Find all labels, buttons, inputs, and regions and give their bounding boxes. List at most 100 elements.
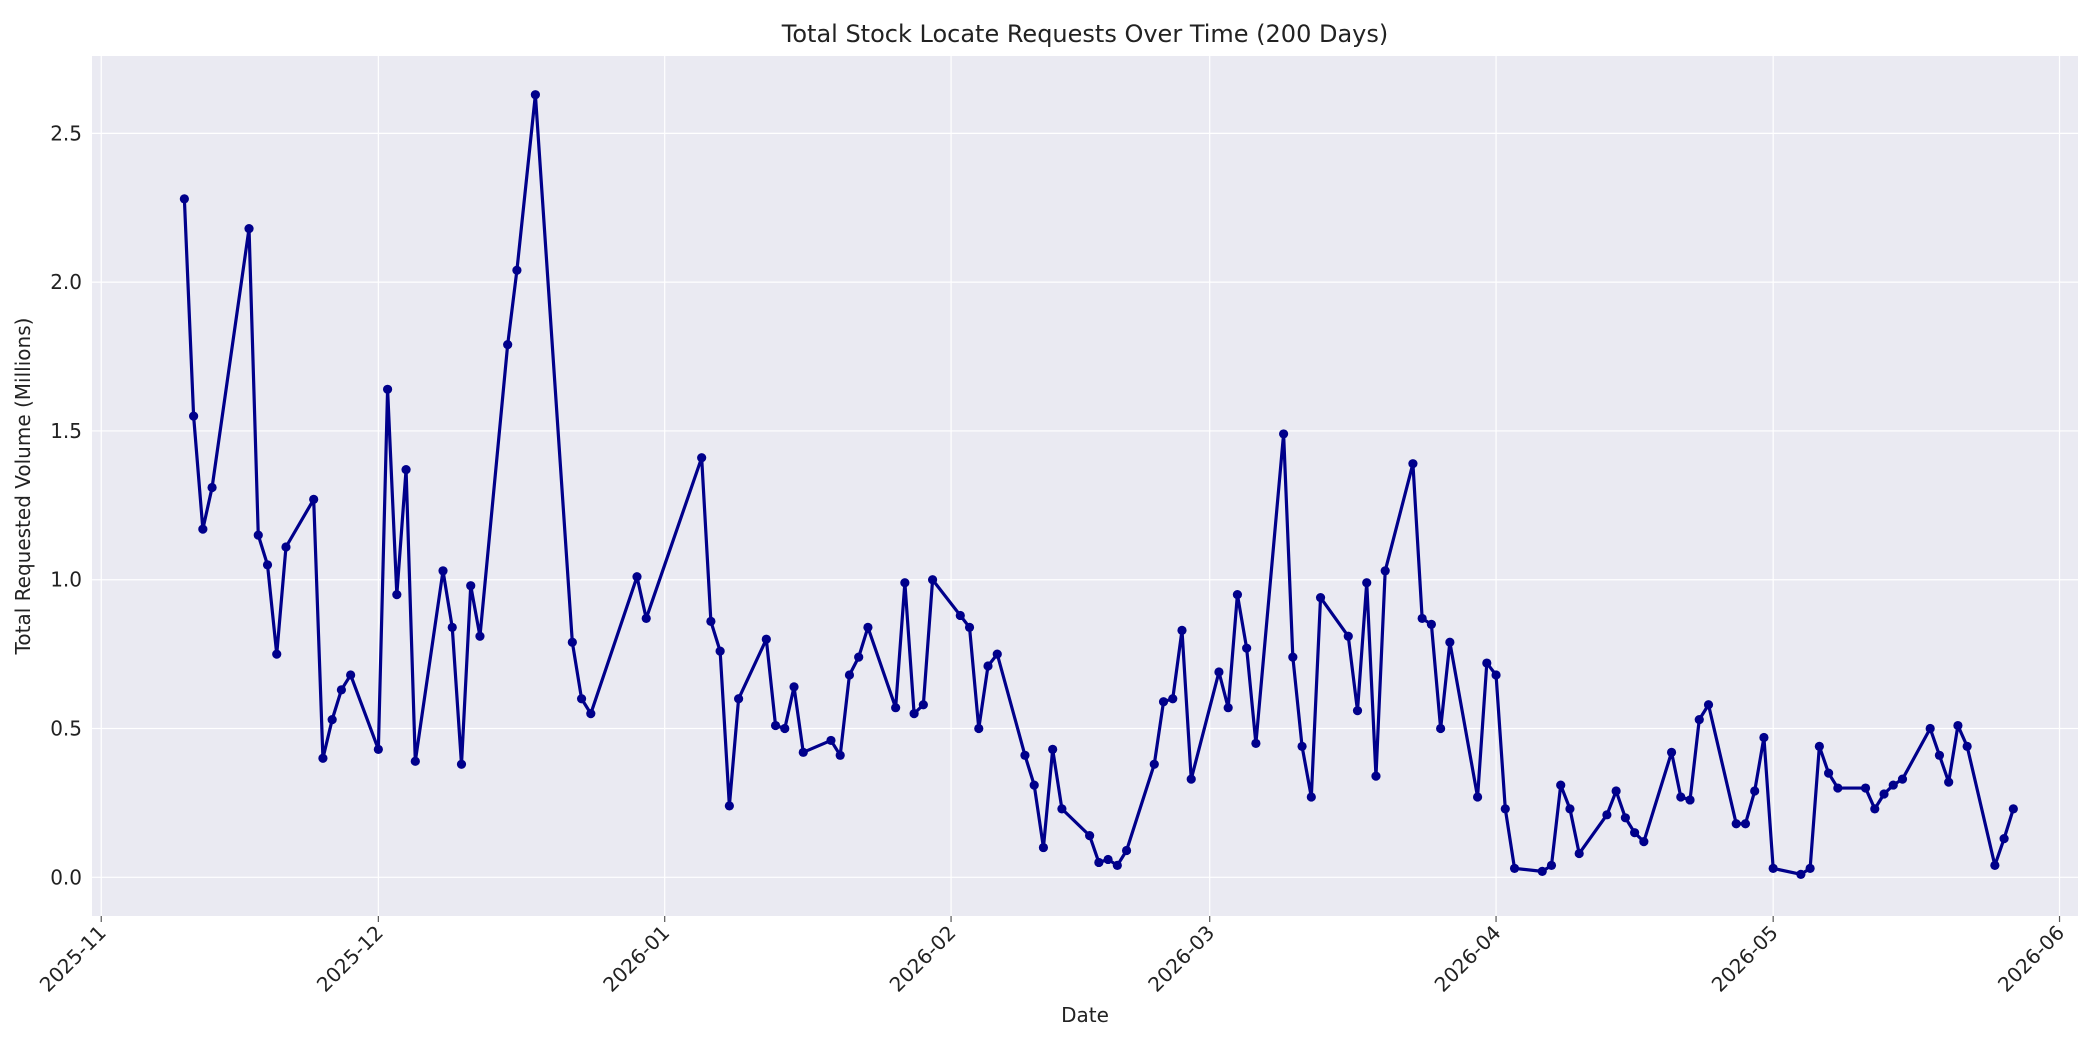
data-point bbox=[179, 194, 189, 204]
data-point bbox=[1879, 789, 1889, 799]
data-point bbox=[909, 709, 919, 719]
data-point bbox=[1999, 834, 2009, 844]
data-point bbox=[1214, 667, 1224, 677]
series bbox=[179, 90, 2018, 879]
data-point bbox=[1288, 652, 1298, 662]
data-point bbox=[244, 224, 254, 234]
data-point bbox=[1676, 792, 1686, 802]
data-point bbox=[1232, 590, 1243, 600]
data-point bbox=[918, 700, 928, 710]
data-point bbox=[309, 494, 319, 504]
data-point bbox=[1158, 697, 1169, 707]
data-point bbox=[1491, 670, 1501, 680]
y-tick-label: 0.5 bbox=[50, 717, 82, 741]
data-point bbox=[586, 709, 596, 719]
data-point bbox=[927, 575, 938, 585]
data-point bbox=[1824, 768, 1834, 778]
data-point bbox=[392, 590, 402, 600]
data-point bbox=[1833, 783, 1843, 793]
data-point bbox=[327, 715, 337, 725]
data-point bbox=[1500, 804, 1510, 814]
data-point bbox=[1934, 750, 1945, 760]
data-point bbox=[715, 646, 725, 656]
data-point bbox=[1731, 819, 1741, 829]
data-point bbox=[1112, 860, 1122, 871]
data-point bbox=[1897, 774, 1908, 784]
data-point bbox=[1805, 863, 1815, 873]
data-point bbox=[900, 578, 910, 588]
data-point bbox=[1860, 783, 1871, 793]
data-point bbox=[1426, 619, 1436, 629]
data-point bbox=[1242, 643, 1252, 653]
data-point bbox=[1168, 694, 1178, 704]
data-point bbox=[1038, 842, 1049, 853]
x-axis-label: Date bbox=[1061, 1003, 1109, 1027]
data-point bbox=[1990, 860, 2000, 871]
data-point bbox=[1925, 723, 1935, 734]
data-point bbox=[1223, 703, 1233, 713]
data-point bbox=[475, 631, 485, 641]
data-point bbox=[1306, 792, 1316, 802]
x-tick-label: 2025-12 bbox=[312, 921, 388, 997]
data-point bbox=[336, 685, 346, 695]
data-point bbox=[863, 622, 873, 632]
data-point bbox=[2008, 804, 2018, 814]
x-tick-label: 2026-03 bbox=[1143, 921, 1219, 997]
data-point bbox=[844, 670, 855, 680]
data-point bbox=[1279, 429, 1289, 439]
data-point bbox=[262, 560, 273, 570]
data-point bbox=[1186, 774, 1196, 784]
data-point bbox=[1085, 831, 1095, 841]
x-tick-label: 2026-06 bbox=[1993, 921, 2069, 997]
data-point bbox=[1685, 795, 1695, 805]
data-point bbox=[382, 384, 393, 394]
data-point bbox=[373, 744, 383, 754]
data-point bbox=[318, 753, 328, 763]
data-point bbox=[1436, 723, 1446, 734]
x-tick-label: 2026-01 bbox=[598, 921, 674, 997]
data-point bbox=[1509, 863, 1520, 873]
data-point bbox=[955, 610, 965, 621]
data-point bbox=[1750, 786, 1760, 796]
data-point bbox=[1251, 738, 1261, 749]
data-point bbox=[1408, 459, 1418, 469]
data-point bbox=[1759, 732, 1769, 743]
data-point bbox=[891, 703, 901, 713]
data-point bbox=[1482, 658, 1492, 668]
data-point bbox=[983, 661, 993, 671]
data-point bbox=[1694, 715, 1704, 725]
data-point bbox=[1029, 780, 1039, 790]
data-point bbox=[1556, 780, 1566, 790]
y-tick-label: 2.5 bbox=[50, 121, 82, 145]
chart-title: Total Stock Locate Requests Over Time (2… bbox=[781, 20, 1388, 48]
data-point bbox=[964, 622, 975, 632]
data-point bbox=[1103, 854, 1113, 865]
data-point bbox=[789, 682, 799, 692]
data-point bbox=[1814, 741, 1824, 751]
data-point bbox=[1472, 792, 1483, 802]
data-point bbox=[447, 622, 457, 632]
data-point bbox=[854, 652, 864, 662]
data-point bbox=[466, 581, 476, 591]
plot-area bbox=[92, 56, 2078, 916]
data-point bbox=[438, 566, 448, 576]
data-point bbox=[1703, 700, 1714, 710]
grid-lines bbox=[92, 56, 2078, 916]
data-point bbox=[1121, 845, 1132, 856]
y-axis-label: Total Requested Volume (Millions) bbox=[11, 318, 35, 656]
y-tick-label: 1.0 bbox=[50, 568, 82, 592]
data-point bbox=[826, 735, 836, 746]
data-point bbox=[1666, 747, 1677, 757]
data-point bbox=[1630, 828, 1640, 838]
data-point bbox=[1888, 780, 1898, 790]
data-point bbox=[281, 542, 291, 552]
data-point bbox=[761, 634, 771, 644]
x-tick-label: 2026-05 bbox=[1707, 921, 1783, 997]
x-tick-label: 2026-04 bbox=[1430, 921, 1506, 997]
data-point bbox=[1371, 771, 1381, 781]
data-point bbox=[1944, 777, 1954, 787]
data-point bbox=[1020, 750, 1030, 760]
data-point bbox=[1620, 813, 1630, 823]
